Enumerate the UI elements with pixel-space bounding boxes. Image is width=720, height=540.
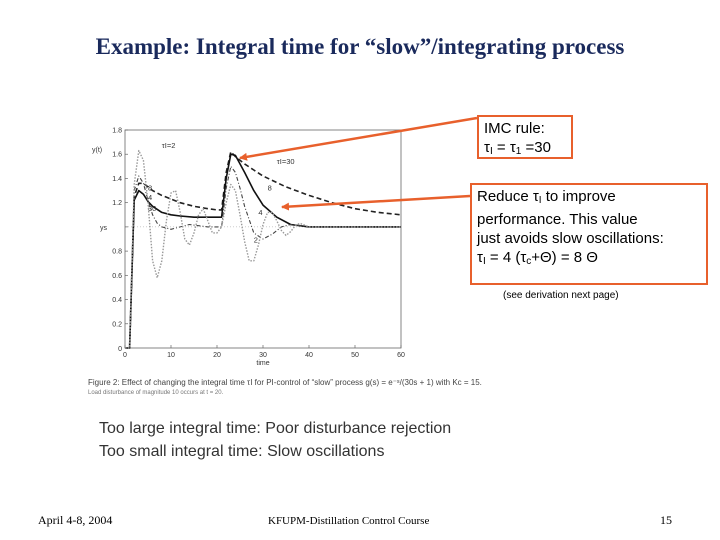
derivation-note: (see derivation next page)	[503, 290, 619, 301]
y-tick-label: 0.6	[112, 273, 122, 280]
y-tick-label: 0.8	[112, 249, 122, 256]
imc-rule-formula: τI = τ1 =30	[484, 139, 551, 157]
y-tick-label: 1.2	[112, 200, 122, 207]
x-tick-label: 20	[213, 352, 221, 359]
y-tick-label: 0	[118, 346, 122, 353]
y-axis-label: y(t)	[92, 147, 102, 154]
too-small-statement: Too small integral time: Slow oscillatio…	[99, 443, 385, 460]
series-line-3	[125, 149, 401, 349]
x-tick-label: 60	[397, 352, 405, 359]
page-number: 15	[660, 513, 672, 527]
ys-label: ys	[100, 225, 108, 232]
series-line-0	[125, 151, 402, 349]
y-tick-label: 0.4	[112, 297, 122, 304]
series-line-2	[125, 165, 401, 349]
y-tick-label: 1.4	[112, 176, 122, 183]
reduce-integral-callout: Reduce τI to improve performance. This v…	[470, 183, 708, 285]
footer-course: KFUPM-Distillation Control Course	[268, 515, 430, 527]
y-tick-label: 1.6	[112, 152, 122, 159]
reduce-line-1: Reduce τI to improve	[477, 188, 616, 206]
curve-annotation: τI=30	[277, 157, 295, 166]
x-tick-label: 10	[167, 352, 175, 359]
figure-caption: Figure 2: Effect of changing the integra…	[88, 378, 482, 398]
x-axis-label: time	[256, 360, 269, 367]
curve-annotation: 2	[254, 236, 258, 245]
curve-annotation: τI=2	[162, 141, 176, 150]
x-tick-label: 0	[123, 352, 127, 359]
too-large-statement: Too large integral time: Poor disturbanc…	[99, 420, 452, 437]
chart-series	[125, 149, 402, 349]
curve-annotation: 8	[268, 184, 272, 193]
y-tick-label: 0.2	[112, 321, 122, 328]
curve-annotation: 4	[148, 193, 152, 202]
imc-arrow	[239, 116, 478, 161]
x-tick-label: 50	[351, 352, 359, 359]
y-tick-label: 1.8	[112, 128, 122, 135]
curve-annotation: 30	[148, 204, 156, 213]
slide-title: Example: Integral time for “slow”/integr…	[95, 34, 625, 59]
footer-date: April 4-8, 2004	[38, 513, 113, 527]
chart-ticks: 0 10 20 30 40 50 60 0.2 0.4 0.6 0.8 1.2 1.4 1.6 1.8 0	[112, 128, 405, 360]
imc-rule-callout: IMC rule: τI = τ1 =30	[477, 115, 573, 159]
reduce-line-2: performance. This value	[477, 211, 638, 228]
reduce-formula: τI = 4 (τc+Θ) = 8 Θ	[477, 249, 598, 267]
series-line-1	[125, 153, 401, 349]
x-tick-label: 30	[259, 352, 267, 359]
caption-main: Figure 2: Effect of changing the integra…	[88, 378, 482, 387]
imc-rule-heading: IMC rule:	[484, 120, 545, 137]
caption-small: Load disturbance of magnitude 10 occurs …	[88, 390, 224, 396]
reduce-line-3: just avoids slow oscillations:	[477, 230, 664, 247]
x-tick-label: 40	[305, 352, 313, 359]
reduce-arrow	[281, 194, 471, 211]
curve-annotation: 8	[148, 184, 152, 193]
curve-annotation: 4	[258, 208, 262, 217]
